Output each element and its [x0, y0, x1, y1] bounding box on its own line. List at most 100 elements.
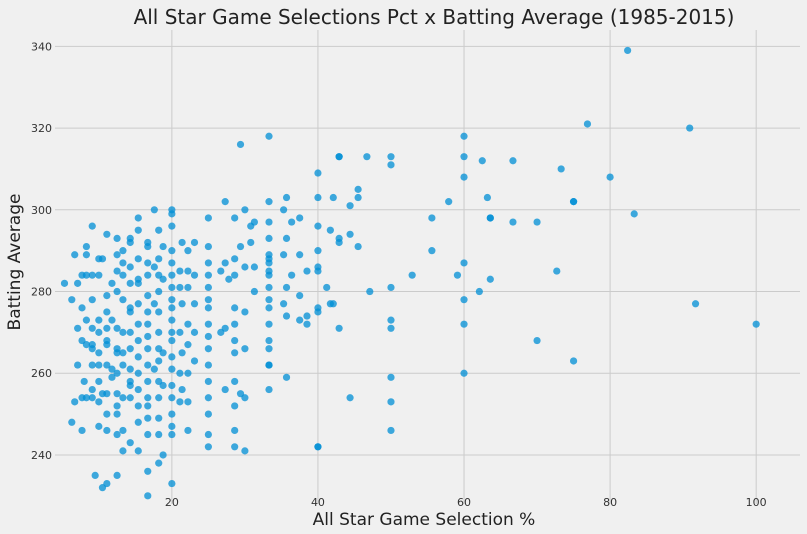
- data-point: [108, 365, 116, 373]
- data-point: [168, 381, 176, 390]
- data-point: [387, 398, 395, 406]
- data-point: [303, 312, 311, 320]
- data-point: [314, 247, 322, 255]
- data-point: [144, 259, 152, 267]
- data-point: [387, 426, 395, 435]
- data-point: [168, 210, 176, 218]
- data-point: [204, 377, 212, 386]
- data-point: [326, 226, 334, 234]
- data-point: [68, 296, 76, 304]
- data-point: [159, 242, 167, 251]
- data-point: [387, 283, 395, 292]
- data-point: [91, 471, 99, 479]
- data-point: [282, 283, 291, 292]
- data-point: [119, 247, 127, 255]
- data-point: [190, 300, 199, 308]
- data-point: [88, 222, 96, 230]
- data-point: [159, 275, 167, 283]
- data-point: [82, 271, 91, 279]
- data-point: [460, 153, 468, 161]
- data-point: [155, 328, 163, 336]
- data-point: [178, 300, 186, 308]
- data-point: [346, 394, 354, 402]
- data-point: [486, 214, 494, 222]
- data-point: [387, 153, 395, 161]
- data-point: [460, 369, 468, 377]
- data-point: [184, 398, 192, 406]
- data-point: [168, 365, 176, 373]
- data-point: [103, 324, 111, 332]
- data-point: [329, 193, 337, 202]
- x-axis-label: All Star Game Selection %: [313, 510, 536, 530]
- data-point: [691, 300, 700, 308]
- data-point: [231, 255, 239, 263]
- data-point: [204, 242, 212, 251]
- data-point: [296, 292, 304, 300]
- data-point: [460, 259, 468, 267]
- data-point: [366, 287, 374, 296]
- data-point: [113, 234, 121, 242]
- data-point: [126, 263, 134, 271]
- data-point: [204, 214, 212, 222]
- data-point: [204, 430, 212, 439]
- data-point: [103, 341, 111, 349]
- chart-title: All Star Game Selections Pct x Batting A…: [134, 5, 735, 29]
- data-point: [144, 394, 152, 402]
- data-point: [88, 394, 96, 402]
- y-axis-label: Batting Average: [5, 194, 25, 331]
- data-points: [60, 46, 760, 500]
- data-point: [103, 292, 111, 300]
- data-point: [60, 279, 69, 287]
- data-point: [144, 308, 152, 316]
- data-point: [134, 214, 142, 222]
- data-point: [190, 328, 199, 336]
- data-point: [282, 193, 291, 202]
- data-point: [159, 349, 167, 357]
- data-point: [460, 132, 468, 140]
- data-point: [119, 361, 127, 369]
- data-point: [329, 300, 337, 308]
- data-point: [168, 316, 176, 324]
- data-point: [241, 206, 249, 214]
- data-point: [335, 324, 343, 332]
- data-point: [126, 381, 134, 390]
- data-point: [265, 198, 273, 206]
- data-point: [354, 185, 362, 193]
- data-point: [168, 283, 176, 292]
- data-point: [126, 328, 134, 336]
- data-point: [204, 320, 212, 328]
- data-point: [144, 320, 152, 328]
- data-point: [483, 193, 491, 202]
- data-point: [178, 349, 186, 357]
- data-point: [82, 316, 91, 324]
- data-point: [119, 328, 127, 336]
- data-point: [126, 394, 134, 402]
- data-point: [119, 349, 127, 357]
- data-point: [134, 226, 142, 234]
- data-point: [428, 247, 436, 255]
- data-point: [71, 398, 79, 406]
- data-point: [265, 283, 273, 292]
- x-tick-label: 60: [457, 496, 471, 509]
- data-point: [445, 198, 453, 206]
- data-point: [126, 234, 134, 242]
- data-point: [168, 479, 176, 488]
- data-point: [204, 296, 212, 304]
- data-point: [533, 218, 541, 226]
- data-point: [225, 275, 233, 283]
- data-point: [231, 214, 239, 222]
- data-point: [241, 394, 249, 402]
- data-point: [387, 316, 395, 324]
- data-point: [231, 402, 239, 410]
- data-point: [221, 324, 229, 332]
- data-point: [282, 234, 291, 242]
- data-point: [119, 394, 127, 402]
- data-point: [569, 357, 578, 365]
- data-point: [95, 349, 103, 357]
- data-point: [184, 267, 192, 275]
- data-point: [134, 255, 142, 263]
- data-point: [134, 369, 142, 377]
- data-point: [354, 242, 362, 251]
- y-tick-label: 280: [31, 286, 52, 299]
- data-point: [250, 263, 258, 271]
